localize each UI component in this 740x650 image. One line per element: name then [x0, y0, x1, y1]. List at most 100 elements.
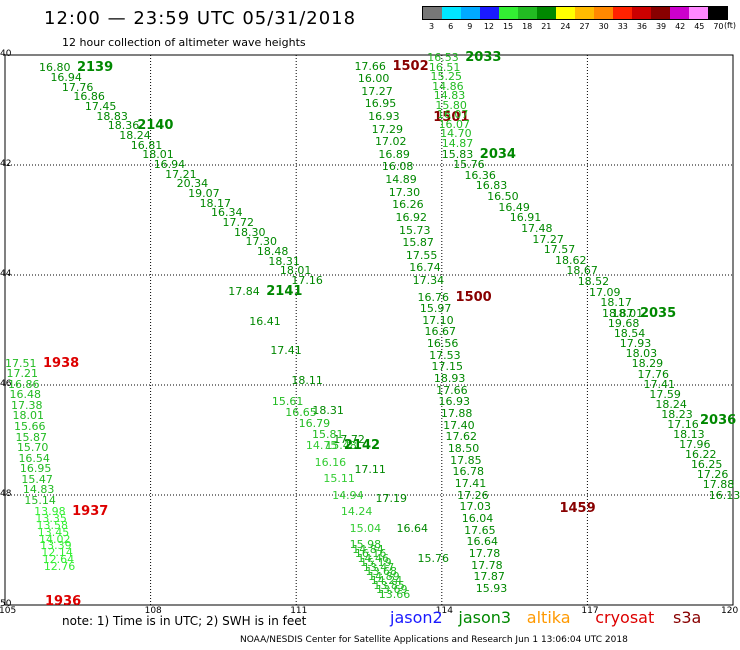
swh-value: 18.24 [119, 128, 151, 142]
swh-value: 16.16 [354, 547, 387, 560]
swh-value: 18.36 [107, 119, 140, 133]
legend-tick: 70 [713, 22, 724, 31]
swh-value: 17.21 [6, 367, 38, 381]
swh-value: 17.62 [445, 430, 477, 444]
legend-unit: (ft) [723, 21, 736, 30]
swh-value: 12.64 [42, 553, 75, 567]
swh-value: 16.92 [395, 210, 428, 224]
track-label: 2035 [639, 306, 677, 321]
swh-value: 18.50 [447, 442, 480, 456]
swh-value: 14.89 [368, 569, 400, 583]
legend-swatch [537, 7, 556, 19]
swh-value: 17.34 [412, 274, 445, 287]
swh-value: 17.84 [228, 285, 260, 298]
legend-swatch [461, 7, 480, 19]
swh-value: 15.87 [402, 236, 434, 250]
swh-value: 17.48 [521, 221, 553, 235]
legend-swatch [632, 7, 651, 19]
swh-value: 16.34 [211, 206, 243, 220]
legend-swatch [442, 7, 461, 19]
swh-value: 15.80 [435, 98, 467, 112]
swh-value: 13.66 [378, 587, 411, 601]
lon-label: 120 [721, 606, 739, 616]
swh-value: 17.21 [165, 167, 197, 181]
swh-value: 15.66 [13, 419, 46, 433]
swh-value: 17.02 [374, 135, 407, 149]
legend-swatch [518, 7, 537, 19]
swh-value: 16.26 [392, 198, 424, 212]
lon-label: 108 [144, 606, 162, 616]
track-label: 2139 [76, 60, 114, 76]
swh-value: 18.31 [312, 403, 344, 417]
track-label: 1500 [455, 289, 492, 305]
swh-value: 17.11 [354, 462, 386, 476]
track-label: 2034 [479, 146, 516, 162]
swh-value: 17.85 [450, 453, 482, 467]
swh-value: 16.67 [424, 325, 457, 339]
swh-value: 15.70 [16, 441, 49, 455]
swh-value: 17.72 [222, 215, 255, 229]
footer-note: note: 1) Time is in UTC; 2) SWH is in fe… [62, 614, 307, 628]
swh-value: 12.76 [43, 560, 76, 573]
swh-value: 15.98 [349, 538, 382, 551]
lat-label: 48 [0, 489, 12, 499]
legend-tick: 24 [560, 22, 571, 31]
swh-value: 17.53 [429, 348, 461, 362]
swh-value: 18.01 [279, 264, 312, 278]
swh-value: 17.55 [405, 248, 438, 262]
swh-value: 17.40 [443, 418, 475, 432]
swh-value: 15.48 [325, 439, 357, 452]
track-label: 1459 [559, 500, 596, 516]
swh-value: 17.10 [422, 313, 454, 327]
track-label: 2036 [700, 412, 737, 428]
swh-value: 14.24 [340, 505, 373, 518]
lat-label: 46 [0, 379, 12, 389]
swh-value: 14.83 [433, 89, 466, 103]
legend-tick: 36 [636, 22, 648, 31]
satellite-jason3: jason3 [458, 608, 512, 627]
swh-value: 13.85 [373, 578, 405, 592]
swh-value: 18.83 [96, 109, 128, 123]
swh-value: 15.47 [21, 472, 53, 486]
swh-value: 15.61 [271, 395, 304, 408]
swh-value: 14.46 [357, 551, 390, 565]
swh-value: 17.19 [375, 492, 407, 506]
swh-value: 15.73 [398, 223, 431, 237]
swh-value: 16.94 [153, 157, 186, 171]
swh-value: 17.66 [354, 59, 386, 73]
swh-value: 16.07 [438, 117, 471, 131]
swh-value: 16.22 [685, 448, 717, 462]
swh-value: 16.36 [464, 168, 496, 182]
swh-value: 14.94 [332, 488, 364, 502]
swh-value: 18.01 [142, 148, 174, 162]
legend-tick: 15 [502, 22, 514, 31]
swh-value: 17.26 [696, 468, 729, 482]
swh-value: 17.78 [468, 547, 501, 561]
swh-value: 17.88 [440, 407, 473, 421]
swh-value: 16.25 [690, 458, 723, 472]
swh-value: 12.14 [41, 546, 73, 560]
swh-value: 17.09 [589, 285, 621, 299]
swh-value: 17.88 [702, 478, 735, 492]
swh-value: 18.62 [555, 253, 587, 267]
swh-value: 17.27 [361, 84, 393, 98]
swh-value: 14.83 [22, 483, 55, 497]
swh-value: 17.26 [457, 488, 489, 502]
swh-value: 15.14 [24, 494, 56, 507]
legend-swatch [575, 7, 594, 19]
swh-value: 16.51 [428, 60, 461, 74]
swh-value: 17.45 [84, 99, 117, 113]
credit-line: NOAA/NESDIS Center for Satellite Applica… [240, 635, 628, 645]
swh-value: 15.93 [475, 582, 508, 595]
swh-value: 18.30 [233, 225, 266, 239]
lon-label: 114 [435, 606, 453, 616]
swh-value: 16.93 [438, 395, 470, 409]
swh-value: 17.16 [667, 417, 699, 431]
swh-value: 17.15 [431, 360, 464, 374]
swh-value: 16.95 [364, 97, 397, 111]
swh-value: 16.08 [381, 160, 414, 174]
legend-swatch [594, 7, 613, 19]
swh-value: 18.87 [601, 307, 634, 320]
